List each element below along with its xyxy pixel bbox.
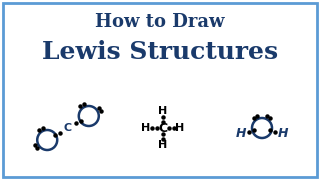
- Text: H: H: [236, 127, 246, 140]
- Text: C: C: [64, 123, 72, 133]
- Text: Lewis Structures: Lewis Structures: [42, 40, 278, 64]
- Text: H: H: [175, 123, 185, 133]
- Text: How to Draw: How to Draw: [95, 13, 225, 31]
- Text: C: C: [158, 122, 168, 134]
- Text: H: H: [158, 140, 168, 150]
- Text: H: H: [158, 106, 168, 116]
- Text: H: H: [141, 123, 151, 133]
- Text: H: H: [278, 127, 289, 140]
